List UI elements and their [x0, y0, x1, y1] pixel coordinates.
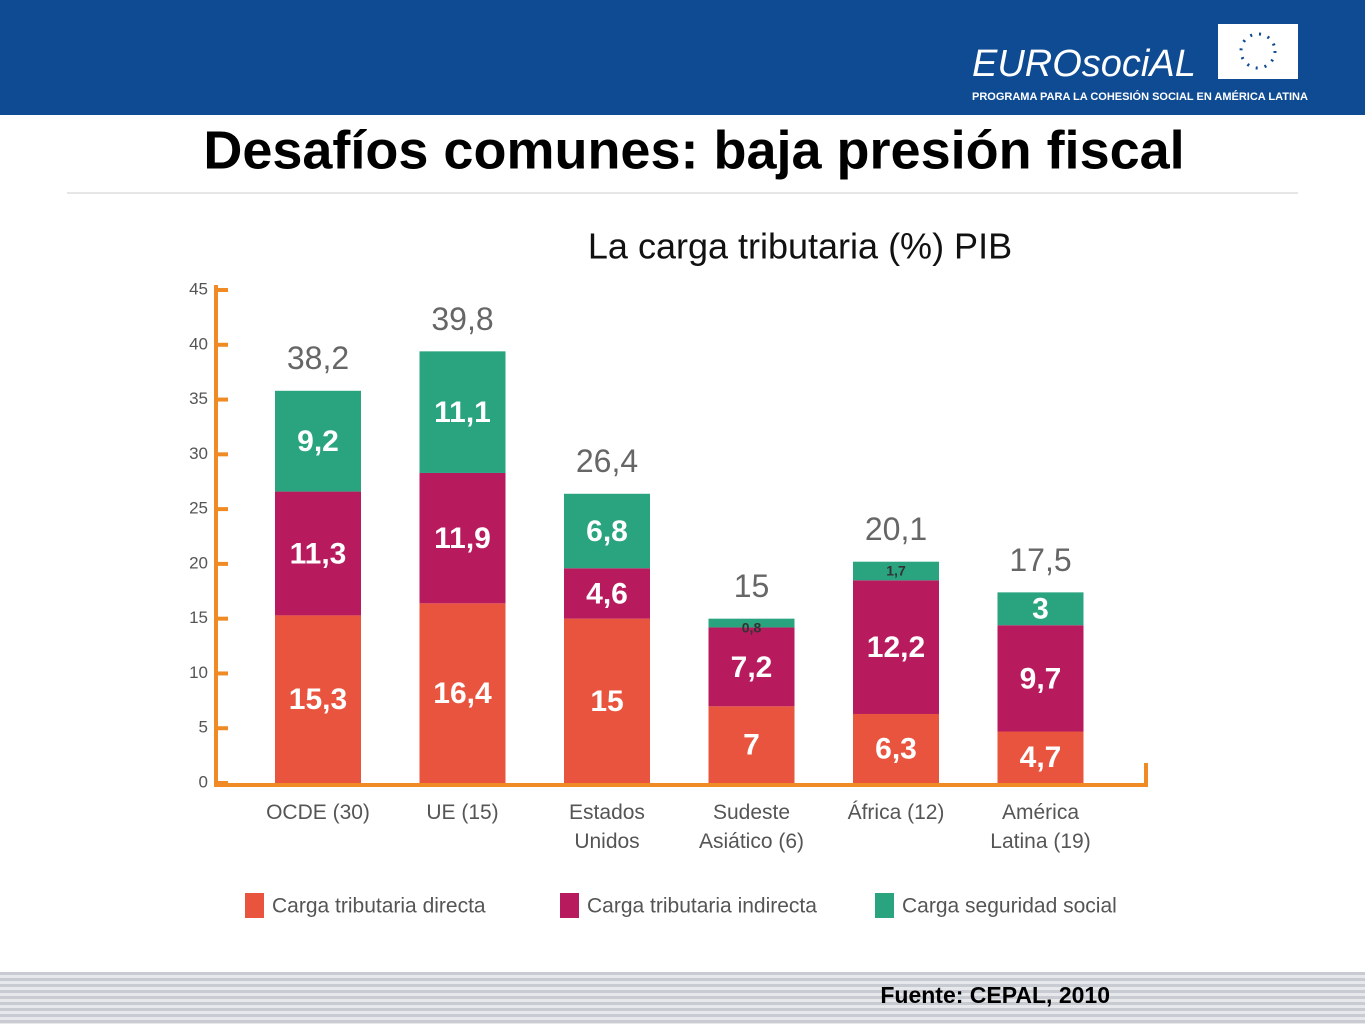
- x-tick-label: UE (15): [426, 801, 499, 824]
- logo: EUROsociAL: [972, 43, 1196, 85]
- legend-swatch: [875, 893, 894, 918]
- legend-label: Carga tributaria indirecta: [587, 895, 817, 918]
- total-label: 17,5: [1009, 542, 1071, 578]
- total-label: 26,4: [576, 443, 638, 479]
- eu-flag: [1218, 24, 1298, 79]
- bar-segment: [275, 615, 361, 783]
- bar-segment: [419, 603, 506, 783]
- value-label: 3: [1032, 593, 1049, 626]
- total-label: 15: [734, 568, 770, 604]
- chart-title: La carga tributaria (%) PIB: [588, 226, 1012, 267]
- bar-segment: [564, 618, 650, 783]
- y-tick-label: 30: [189, 444, 208, 463]
- bar-segment: [853, 713, 939, 783]
- bar-segment: [419, 351, 506, 473]
- value-label: 7: [743, 729, 760, 762]
- eu-stars: [1239, 32, 1277, 70]
- total-label: 39,8: [431, 301, 493, 337]
- value-label: 4,7: [1020, 741, 1062, 774]
- value-label: 9,2: [297, 425, 339, 458]
- total-label: 38,2: [287, 340, 349, 376]
- bar-segment: [997, 625, 1084, 732]
- footer-band: [0, 972, 1365, 1024]
- value-label: 6,3: [875, 732, 917, 765]
- y-tick-label: 5: [199, 718, 208, 737]
- bar-segment: [853, 580, 939, 714]
- y-tick-label: 0: [199, 772, 208, 791]
- bar-segment: [997, 731, 1084, 783]
- total-label: 20,1: [865, 511, 927, 547]
- y-tick-label: 25: [189, 499, 208, 518]
- value-label: 11,3: [290, 537, 347, 570]
- bar-segment: [419, 472, 506, 604]
- source: Fuente: CEPAL, 2010: [880, 982, 1110, 1008]
- bar-segment: [708, 627, 795, 707]
- y-tick-label: 20: [189, 553, 208, 572]
- value-label: 12,2: [867, 631, 925, 664]
- logo-subtitle: PROGRAMA PARA LA COHESIÓN SOCIAL EN AMÉR…: [972, 90, 1308, 103]
- x-tick-label: América Latina (19): [990, 801, 1091, 853]
- bar-segment: [708, 618, 795, 628]
- legend-label: Carga seguridad social: [902, 895, 1117, 918]
- bar-segment: [708, 706, 795, 783]
- value-label: 15: [590, 685, 623, 718]
- x-tick-label: África (12): [847, 801, 945, 824]
- value-label: 7,2: [731, 651, 773, 684]
- y-tick-label: 10: [189, 663, 208, 682]
- value-label: 0,8: [742, 619, 762, 635]
- value-label: 4,6: [586, 577, 628, 610]
- value-label: 16,4: [433, 677, 492, 710]
- value-label: 15,3: [289, 683, 347, 716]
- value-label: 11,9: [434, 522, 491, 555]
- value-label: 9,7: [1020, 662, 1062, 695]
- y-tick-label: 40: [189, 334, 208, 353]
- value-label: 11,1: [434, 396, 491, 429]
- bar-segment: [275, 491, 361, 616]
- bar-segment: [275, 390, 361, 492]
- y-tick-label: 45: [189, 279, 208, 298]
- y-tick-label: 35: [189, 389, 208, 408]
- slide-title: Desafíos comunes: baja presión fiscal: [203, 120, 1184, 180]
- y-tick-label: 15: [189, 608, 208, 627]
- legend-label: Carga tributaria directa: [272, 895, 486, 918]
- bar-segment: [853, 561, 939, 581]
- bar-segment: [564, 493, 650, 569]
- value-label: 1,7: [886, 562, 906, 578]
- bar-segment: [564, 568, 650, 619]
- value-label: 6,8: [586, 515, 628, 548]
- x-tick-label: Estados Unidos: [569, 801, 645, 853]
- bar-segment: [997, 592, 1084, 626]
- legend-swatch: [245, 893, 264, 918]
- legend-swatch: [560, 893, 579, 918]
- x-tick-label: OCDE (30): [266, 801, 370, 824]
- x-tick-label: Sudeste Asiático (6): [698, 801, 805, 853]
- header-band: [0, 0, 1365, 115]
